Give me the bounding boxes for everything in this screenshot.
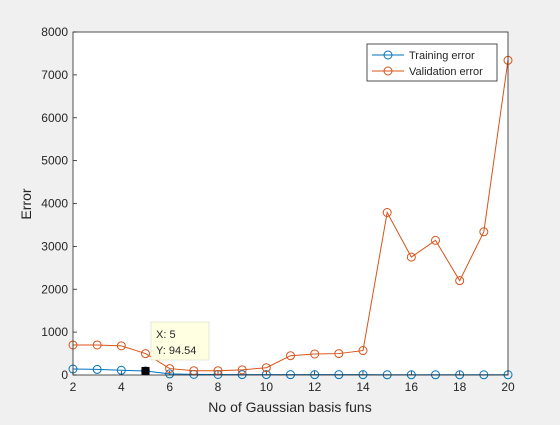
data-point-1[interactable] [237,365,247,375]
legend-marker-validation [383,66,393,76]
y-tick-label: 1000 [41,325,68,339]
y-tick-label: 5000 [41,154,68,168]
legend-entry-validation: Validation error [372,66,483,78]
x-tick-label: 2 [70,380,77,394]
x-tick-label: 10 [260,380,274,394]
data-point-0[interactable] [237,370,247,380]
x-tick-label: 14 [356,380,370,394]
data-point-0[interactable] [165,369,175,379]
y-tick-label: 0 [61,368,68,382]
legend[interactable]: Training error Validation error [366,43,498,82]
data-point-1[interactable] [382,208,392,218]
y-tick-label: 7000 [41,68,68,82]
x-tick-label: 6 [166,380,173,394]
data-point-1[interactable] [358,346,368,356]
datatip-x-text: X: 5 [156,329,176,341]
data-point-1[interactable] [141,349,150,359]
x-tick-label: 4 [118,380,125,394]
datatip-box [150,321,210,361]
data-point-1[interactable] [310,349,320,359]
x-axis-label: No of Gaussian basis funs [208,399,371,415]
y-tick-label: 3000 [41,239,68,253]
data-point-0[interactable] [92,364,102,374]
legend-label-validation: Validation error [409,66,483,78]
data-point-1[interactable] [116,341,126,351]
data-point-1[interactable] [455,276,465,286]
datatip-y-text: Y: 94.54 [156,345,196,357]
x-tick-label: 12 [308,380,322,394]
datatip[interactable]: X: 5 Y: 94.54 [141,321,210,375]
x-tick-label: 20 [501,380,515,394]
plot-area [73,32,508,375]
series-line-1 [73,60,509,372]
legend-marker-training [383,50,393,60]
data-point-1[interactable] [334,349,344,359]
x-tick-label: 18 [453,380,467,394]
data-point-1[interactable] [92,340,102,350]
y-axis-label: Error [18,188,34,219]
x-tick-label: 8 [215,380,222,394]
ticks-layer: 2 4 6 8 10 12 14 16 18 20 0 1000 2000 3000 4000 5000 600… [41,25,515,394]
data-point-1[interactable] [406,252,416,262]
y-tick-label: 2000 [41,282,68,296]
legend-label-training: Training error [409,50,475,62]
data-point-0[interactable] [261,370,271,380]
y-tick-label: 4000 [41,197,68,211]
data-point-1[interactable] [165,364,175,374]
axes-box [72,31,509,376]
legend-entry-training: Training error [372,50,475,62]
y-tick-label: 6000 [41,111,68,125]
data-point-1[interactable] [261,363,271,373]
data-point-1[interactable] [286,351,295,361]
data-point-1[interactable] [479,227,489,237]
data-point-0[interactable] [116,365,126,375]
y-tick-label: 8000 [41,25,68,39]
data-point-1[interactable] [431,235,440,245]
x-tick-label: 16 [405,380,419,394]
datatip-marker[interactable] [141,366,150,375]
